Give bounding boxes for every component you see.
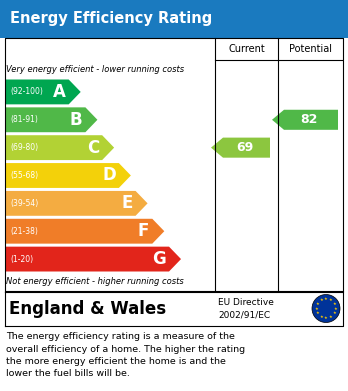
Text: (55-68): (55-68): [10, 171, 38, 180]
Text: 69: 69: [236, 141, 253, 154]
Text: The energy efficiency rating is a measure of the
overall efficiency of a home. T: The energy efficiency rating is a measur…: [6, 332, 245, 378]
Text: Very energy efficient - lower running costs: Very energy efficient - lower running co…: [6, 65, 184, 74]
Text: (39-54): (39-54): [10, 199, 38, 208]
Circle shape: [312, 294, 340, 323]
Text: ★: ★: [324, 297, 328, 301]
Polygon shape: [6, 79, 81, 104]
Text: ★: ★: [329, 315, 333, 319]
Text: Energy Efficiency Rating: Energy Efficiency Rating: [10, 11, 212, 27]
Text: EU Directive: EU Directive: [218, 298, 274, 307]
Text: A: A: [53, 83, 66, 101]
Text: (69-80): (69-80): [10, 143, 38, 152]
Polygon shape: [6, 219, 164, 244]
Text: ★: ★: [332, 311, 336, 315]
Text: Not energy efficient - higher running costs: Not energy efficient - higher running co…: [6, 278, 184, 287]
Polygon shape: [272, 110, 338, 130]
Text: ★: ★: [316, 311, 319, 315]
Text: 82: 82: [300, 113, 318, 126]
Text: E: E: [121, 194, 133, 212]
Bar: [0, 0, 348, 38]
Text: (1-20): (1-20): [10, 255, 33, 264]
Text: (92-100): (92-100): [10, 88, 43, 97]
Text: ★: ★: [329, 298, 333, 302]
Text: (21-38): (21-38): [10, 227, 38, 236]
Polygon shape: [6, 135, 114, 160]
Polygon shape: [6, 163, 131, 188]
Text: ★: ★: [316, 302, 319, 306]
Polygon shape: [6, 108, 97, 132]
Text: ★: ★: [319, 298, 323, 302]
Text: ★: ★: [334, 307, 338, 310]
Text: Current: Current: [228, 44, 265, 54]
Text: ★: ★: [319, 315, 323, 319]
Text: ★: ★: [324, 316, 328, 320]
Text: D: D: [102, 167, 116, 185]
Polygon shape: [211, 138, 270, 158]
Text: Potential: Potential: [288, 44, 332, 54]
Text: (81-91): (81-91): [10, 115, 38, 124]
Text: 2002/91/EC: 2002/91/EC: [218, 311, 270, 320]
Text: C: C: [87, 139, 99, 157]
Text: G: G: [152, 250, 166, 268]
Text: ★: ★: [315, 307, 318, 310]
Text: F: F: [138, 222, 149, 240]
Polygon shape: [6, 247, 181, 271]
Polygon shape: [6, 191, 148, 216]
Text: B: B: [70, 111, 82, 129]
Text: England & Wales: England & Wales: [9, 300, 166, 317]
Text: ★: ★: [332, 302, 336, 306]
